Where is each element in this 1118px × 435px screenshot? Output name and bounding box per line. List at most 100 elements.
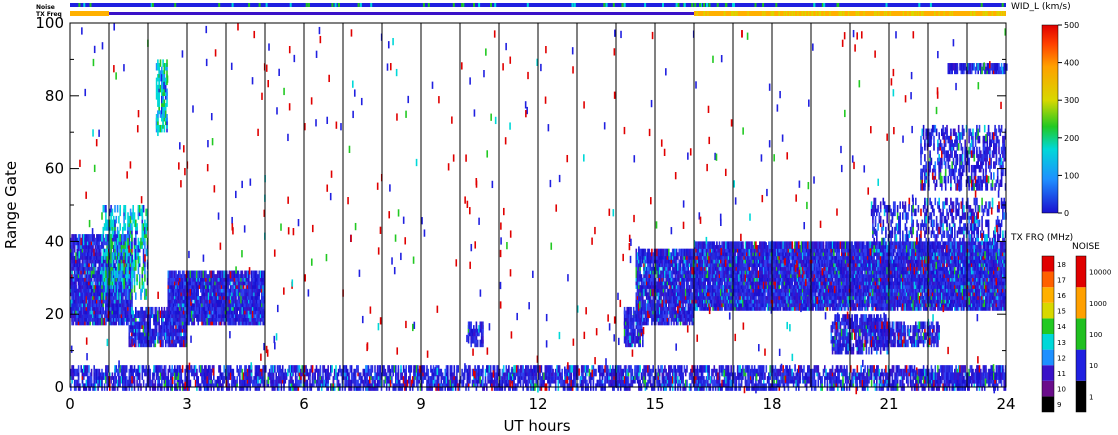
txfreq-strip-mark (793, 11, 795, 16)
echo-cell (112, 263, 115, 271)
echo-cell (144, 241, 146, 249)
echo-cell (141, 205, 144, 213)
echo-cell (255, 296, 258, 304)
echo-cell (114, 379, 116, 388)
echo-cell (963, 365, 965, 373)
echo-cell (241, 270, 244, 278)
echo-cell (93, 285, 95, 293)
echo-cell (850, 379, 852, 388)
txfreq-strip-mark (911, 11, 914, 16)
echo-cell (96, 368, 98, 377)
echo-cell (86, 234, 89, 242)
echo-cell (787, 368, 790, 377)
echo-cell (118, 245, 120, 253)
echo-cell (179, 314, 181, 322)
echo-cell (960, 365, 963, 373)
echo-cell (136, 368, 138, 377)
echo-cell (661, 372, 664, 380)
echo-cell (675, 368, 678, 377)
echo-cell (144, 288, 146, 297)
echo-cell (252, 379, 254, 388)
echo-cell (216, 306, 219, 315)
echo-cell (125, 245, 128, 253)
echo-cell (448, 379, 450, 388)
echo-cell (605, 376, 608, 384)
echo-cell (604, 365, 606, 373)
echo-cell (262, 365, 264, 373)
echo-cell (129, 223, 132, 231)
echo-cell (293, 365, 296, 373)
echo-cell (791, 368, 794, 377)
echo-cell (480, 379, 483, 388)
echo-cell (192, 368, 194, 377)
echo-cell (456, 365, 458, 373)
echo-cell (738, 372, 740, 380)
noise-strip-mark (980, 3, 983, 7)
echo-cell (245, 270, 248, 278)
echo-cell (167, 328, 170, 337)
echo-cell (227, 274, 229, 282)
echo-cell (556, 365, 558, 373)
echo-cell (461, 379, 463, 388)
echo-cell (762, 365, 765, 373)
echo-cell (599, 365, 601, 373)
echo-cell (206, 368, 209, 377)
echo-cell (175, 277, 177, 286)
echo-cell (466, 368, 469, 377)
echo-cell (214, 379, 216, 388)
echo-cell (753, 365, 756, 373)
echo-cell (593, 368, 596, 377)
echo-cell (632, 376, 635, 384)
echo-cell (571, 365, 574, 373)
echo-cell (193, 365, 196, 373)
echo-cell (339, 365, 341, 373)
noise-strip-mark (218, 3, 221, 7)
txfreq-strip-mark (982, 11, 984, 16)
echo-cell (176, 285, 179, 293)
echo-cell (131, 270, 133, 278)
echo-cell (142, 365, 145, 373)
echo-cell (484, 368, 487, 377)
echo-cell (773, 368, 775, 377)
echo-cell (714, 368, 717, 377)
echo-cell (324, 368, 327, 377)
echo-cell (489, 379, 492, 388)
echo-cell (135, 328, 137, 337)
echo-cell (83, 285, 85, 293)
echo-cell (141, 266, 144, 275)
echo-cell (577, 365, 579, 373)
echo-cell (145, 306, 147, 315)
echo-cell (625, 365, 627, 373)
echo-cell (236, 288, 238, 297)
txfreq-strip-mark (938, 11, 940, 16)
echo-cell (138, 281, 141, 289)
echo-cell (97, 299, 99, 308)
echo-cell (179, 325, 181, 333)
echo-cell (83, 299, 85, 308)
echo-cell (668, 365, 670, 373)
echo-cell (811, 379, 813, 388)
echo-cell (561, 368, 563, 377)
echo-cell (376, 365, 379, 373)
echo-cell (128, 325, 131, 333)
echo-cell (83, 234, 85, 242)
echo-cell (97, 285, 99, 293)
echo-cell (116, 292, 119, 300)
echo-cell (102, 205, 105, 213)
echo-cell (250, 270, 253, 278)
echo-cell (493, 376, 496, 384)
echo-cell (135, 321, 137, 329)
noise-strip-mark (357, 3, 360, 7)
echo-cell (76, 274, 79, 282)
echo-cell (447, 372, 449, 380)
echo-cell (119, 306, 121, 315)
echo-cell (213, 281, 215, 289)
echo-cell (194, 365, 197, 373)
echo-cell (752, 368, 755, 377)
echo-cell (246, 270, 249, 278)
echo-cell (861, 372, 864, 380)
echo-cell (211, 314, 214, 322)
echo-cell (93, 234, 95, 242)
echo-cell (493, 365, 496, 373)
echo-cell (116, 259, 119, 268)
